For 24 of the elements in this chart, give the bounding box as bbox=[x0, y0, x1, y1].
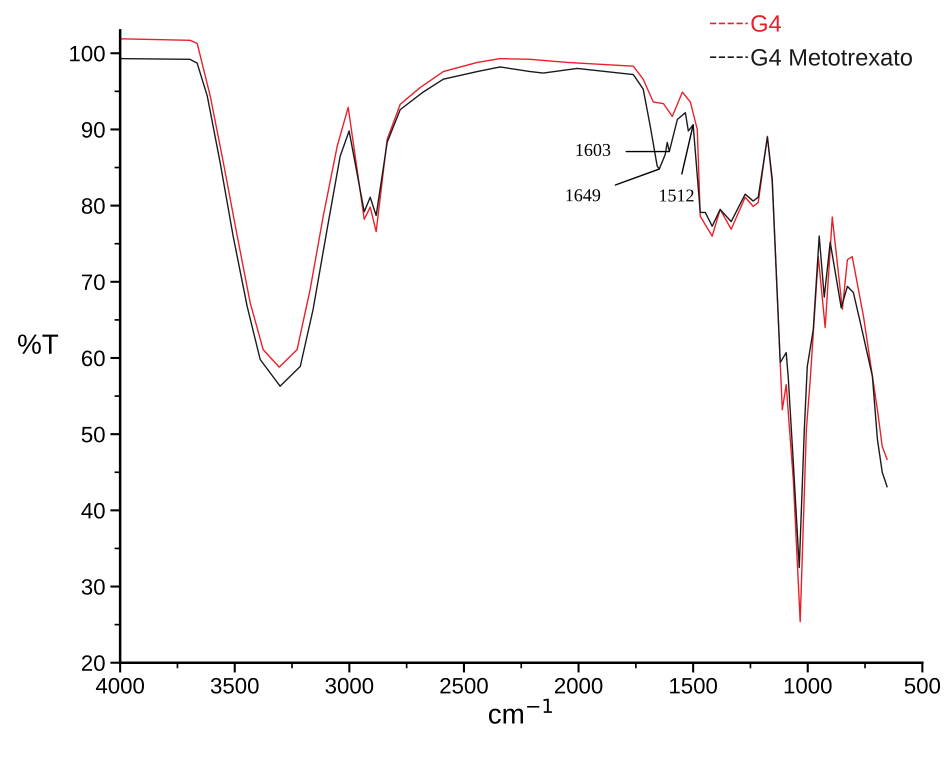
x-tick-label: 2000 bbox=[554, 678, 602, 694]
annotation: 1649 bbox=[566, 189, 600, 202]
y-tick-label: 100 bbox=[70, 46, 105, 62]
x-tick-label: 1500 bbox=[670, 678, 717, 694]
x-tick-label: 3000 bbox=[325, 678, 374, 694]
y-tick-label: 70 bbox=[82, 274, 105, 290]
annotation: 1603 bbox=[576, 144, 610, 156]
y-tick-label: 80 bbox=[82, 198, 105, 214]
y-tick-label: 90 bbox=[82, 122, 105, 138]
y-tick-label: 30 bbox=[82, 579, 105, 595]
y-tick-label: 20 bbox=[82, 655, 105, 671]
x-tick-label: 1000 bbox=[784, 678, 832, 694]
x-axis-title: cm$^{−1}$ bbox=[488, 698, 552, 724]
y-tick-label: 60 bbox=[82, 350, 105, 366]
x-tick-label: 3500 bbox=[210, 678, 259, 694]
y-tick-label: 40 bbox=[81, 502, 105, 519]
legend-label: G4 bbox=[751, 15, 781, 32]
x-tick-label: 2500 bbox=[440, 678, 488, 694]
y-tick-label: 50 bbox=[82, 426, 105, 442]
legend-label: G4 Metotrexato bbox=[751, 48, 912, 66]
annotation: 1512 bbox=[660, 189, 694, 202]
y-axis-title: %T bbox=[18, 334, 58, 354]
x-tick-label: 500 bbox=[904, 678, 940, 694]
x-tick-label: 4000 bbox=[96, 678, 144, 694]
